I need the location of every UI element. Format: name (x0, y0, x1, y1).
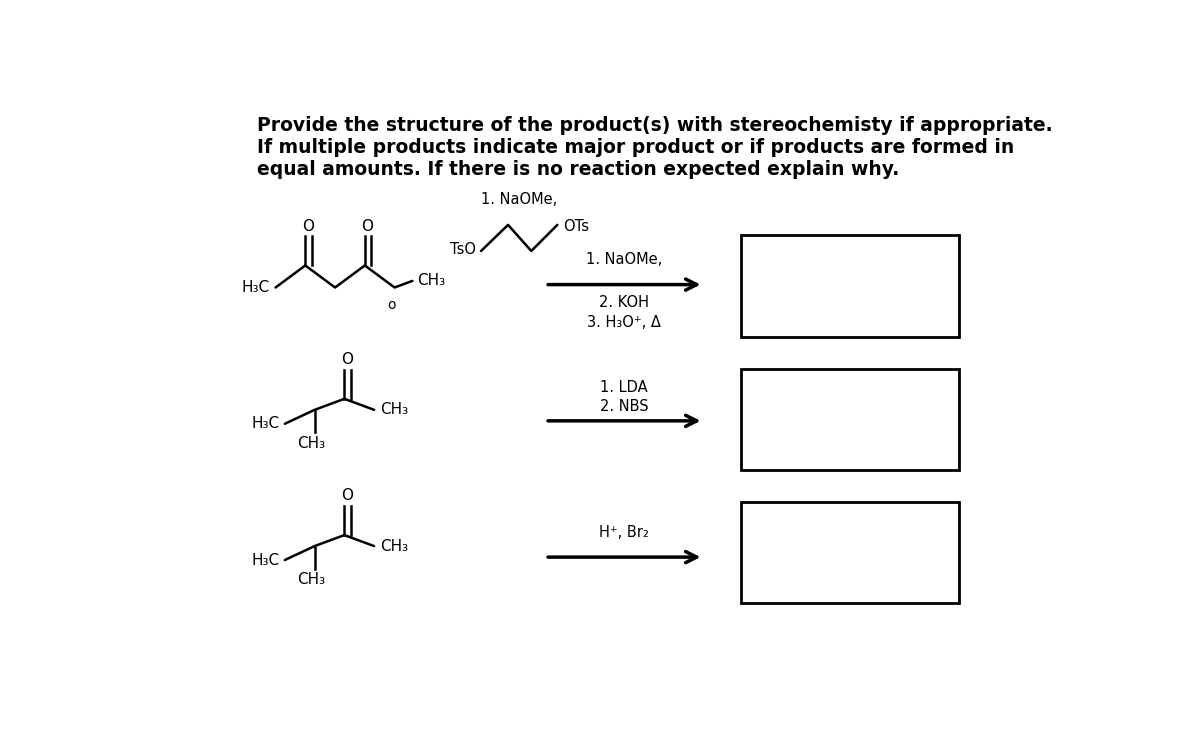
Text: OTs: OTs (563, 218, 589, 233)
Bar (740, 235, 959, 337)
Text: O: O (341, 488, 353, 503)
Text: O: O (361, 218, 373, 233)
Text: CH₃: CH₃ (296, 572, 325, 587)
Text: 1. LDA: 1. LDA (600, 380, 648, 395)
Text: CH₃: CH₃ (379, 402, 408, 417)
Text: H₃C: H₃C (242, 280, 270, 295)
Text: CH₃: CH₃ (296, 436, 325, 451)
Text: o: o (388, 298, 396, 312)
Text: 3. H₃O⁺, Δ: 3. H₃O⁺, Δ (587, 315, 661, 330)
Text: O: O (302, 218, 314, 233)
Text: 1. NaOMe,: 1. NaOMe, (586, 252, 662, 267)
Text: CH₃: CH₃ (379, 538, 408, 553)
Text: 1. NaOMe,: 1. NaOMe, (481, 193, 557, 208)
Text: CH₃: CH₃ (418, 273, 445, 288)
Text: 2. KOH: 2. KOH (599, 295, 649, 310)
Text: 2. NBS: 2. NBS (600, 399, 649, 414)
Text: H₃C: H₃C (251, 416, 280, 431)
Text: H₃C: H₃C (251, 553, 280, 568)
Text: H⁺, Br₂: H⁺, Br₂ (599, 525, 649, 540)
Bar (740, 369, 959, 470)
Bar (740, 502, 959, 603)
Text: Provide the structure of the product(s) with stereochemisty if appropriate.
If m: Provide the structure of the product(s) … (257, 117, 1052, 179)
Text: TsO: TsO (450, 242, 475, 257)
Text: O: O (341, 352, 353, 367)
